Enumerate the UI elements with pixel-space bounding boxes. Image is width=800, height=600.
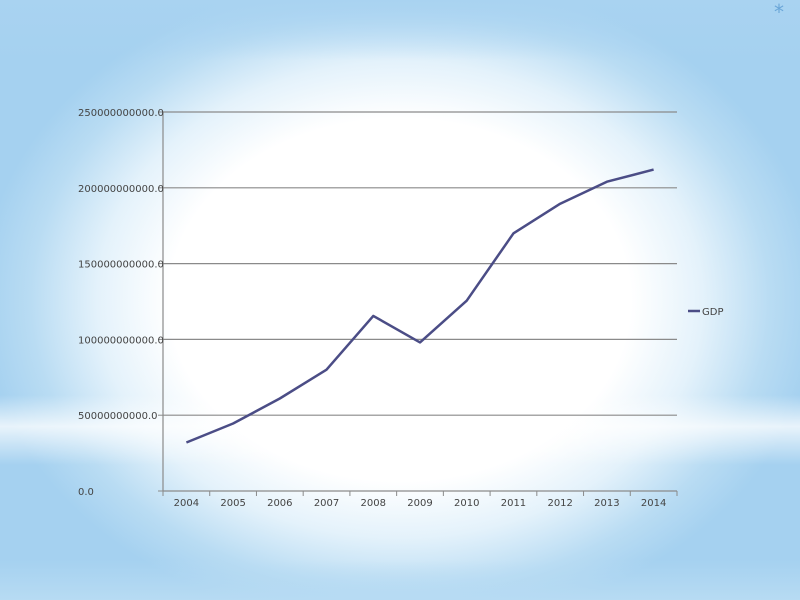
x-axis-tick-labels: 2004 2005 2006 2007 2008 2009 2010 2011 2012 2013… — [174, 498, 667, 509]
gridlines — [163, 111, 677, 416]
y-tick-label: 100000000000.0 — [78, 335, 164, 346]
legend: GDP — [688, 307, 723, 318]
x-tick-label: 2007 — [314, 498, 339, 509]
x-tick-label: 2014 — [641, 498, 666, 509]
y-tick-label: 250000000000.0 — [78, 108, 164, 119]
y-tick-label: 0.0 — [78, 487, 94, 498]
y-axis-tick-labels: 0.0 50000000000.0 100000000000.0 1500000000… — [78, 108, 164, 498]
x-tick-label: 2006 — [267, 498, 292, 509]
x-tick-label: 2012 — [547, 498, 572, 509]
x-tick-label: 2005 — [220, 498, 245, 509]
legend-label: GDP — [702, 307, 723, 318]
axes — [158, 111, 678, 496]
y-tick-label: 150000000000.0 — [78, 260, 164, 271]
x-tick-label: 2008 — [361, 498, 386, 509]
x-tick-label: 2011 — [501, 498, 526, 509]
x-tick-label: 2010 — [454, 498, 479, 509]
y-tick-label: 50000000000.0 — [78, 411, 158, 422]
x-tick-label: 2009 — [407, 498, 432, 509]
y-tick-label: 200000000000.0 — [78, 184, 164, 195]
series-lines — [185, 168, 654, 444]
x-tick-label: 2013 — [594, 498, 619, 509]
series-line-gdp — [185, 168, 654, 444]
x-tick-label: 2004 — [174, 498, 199, 509]
corner-star-icon: * — [774, 0, 784, 24]
